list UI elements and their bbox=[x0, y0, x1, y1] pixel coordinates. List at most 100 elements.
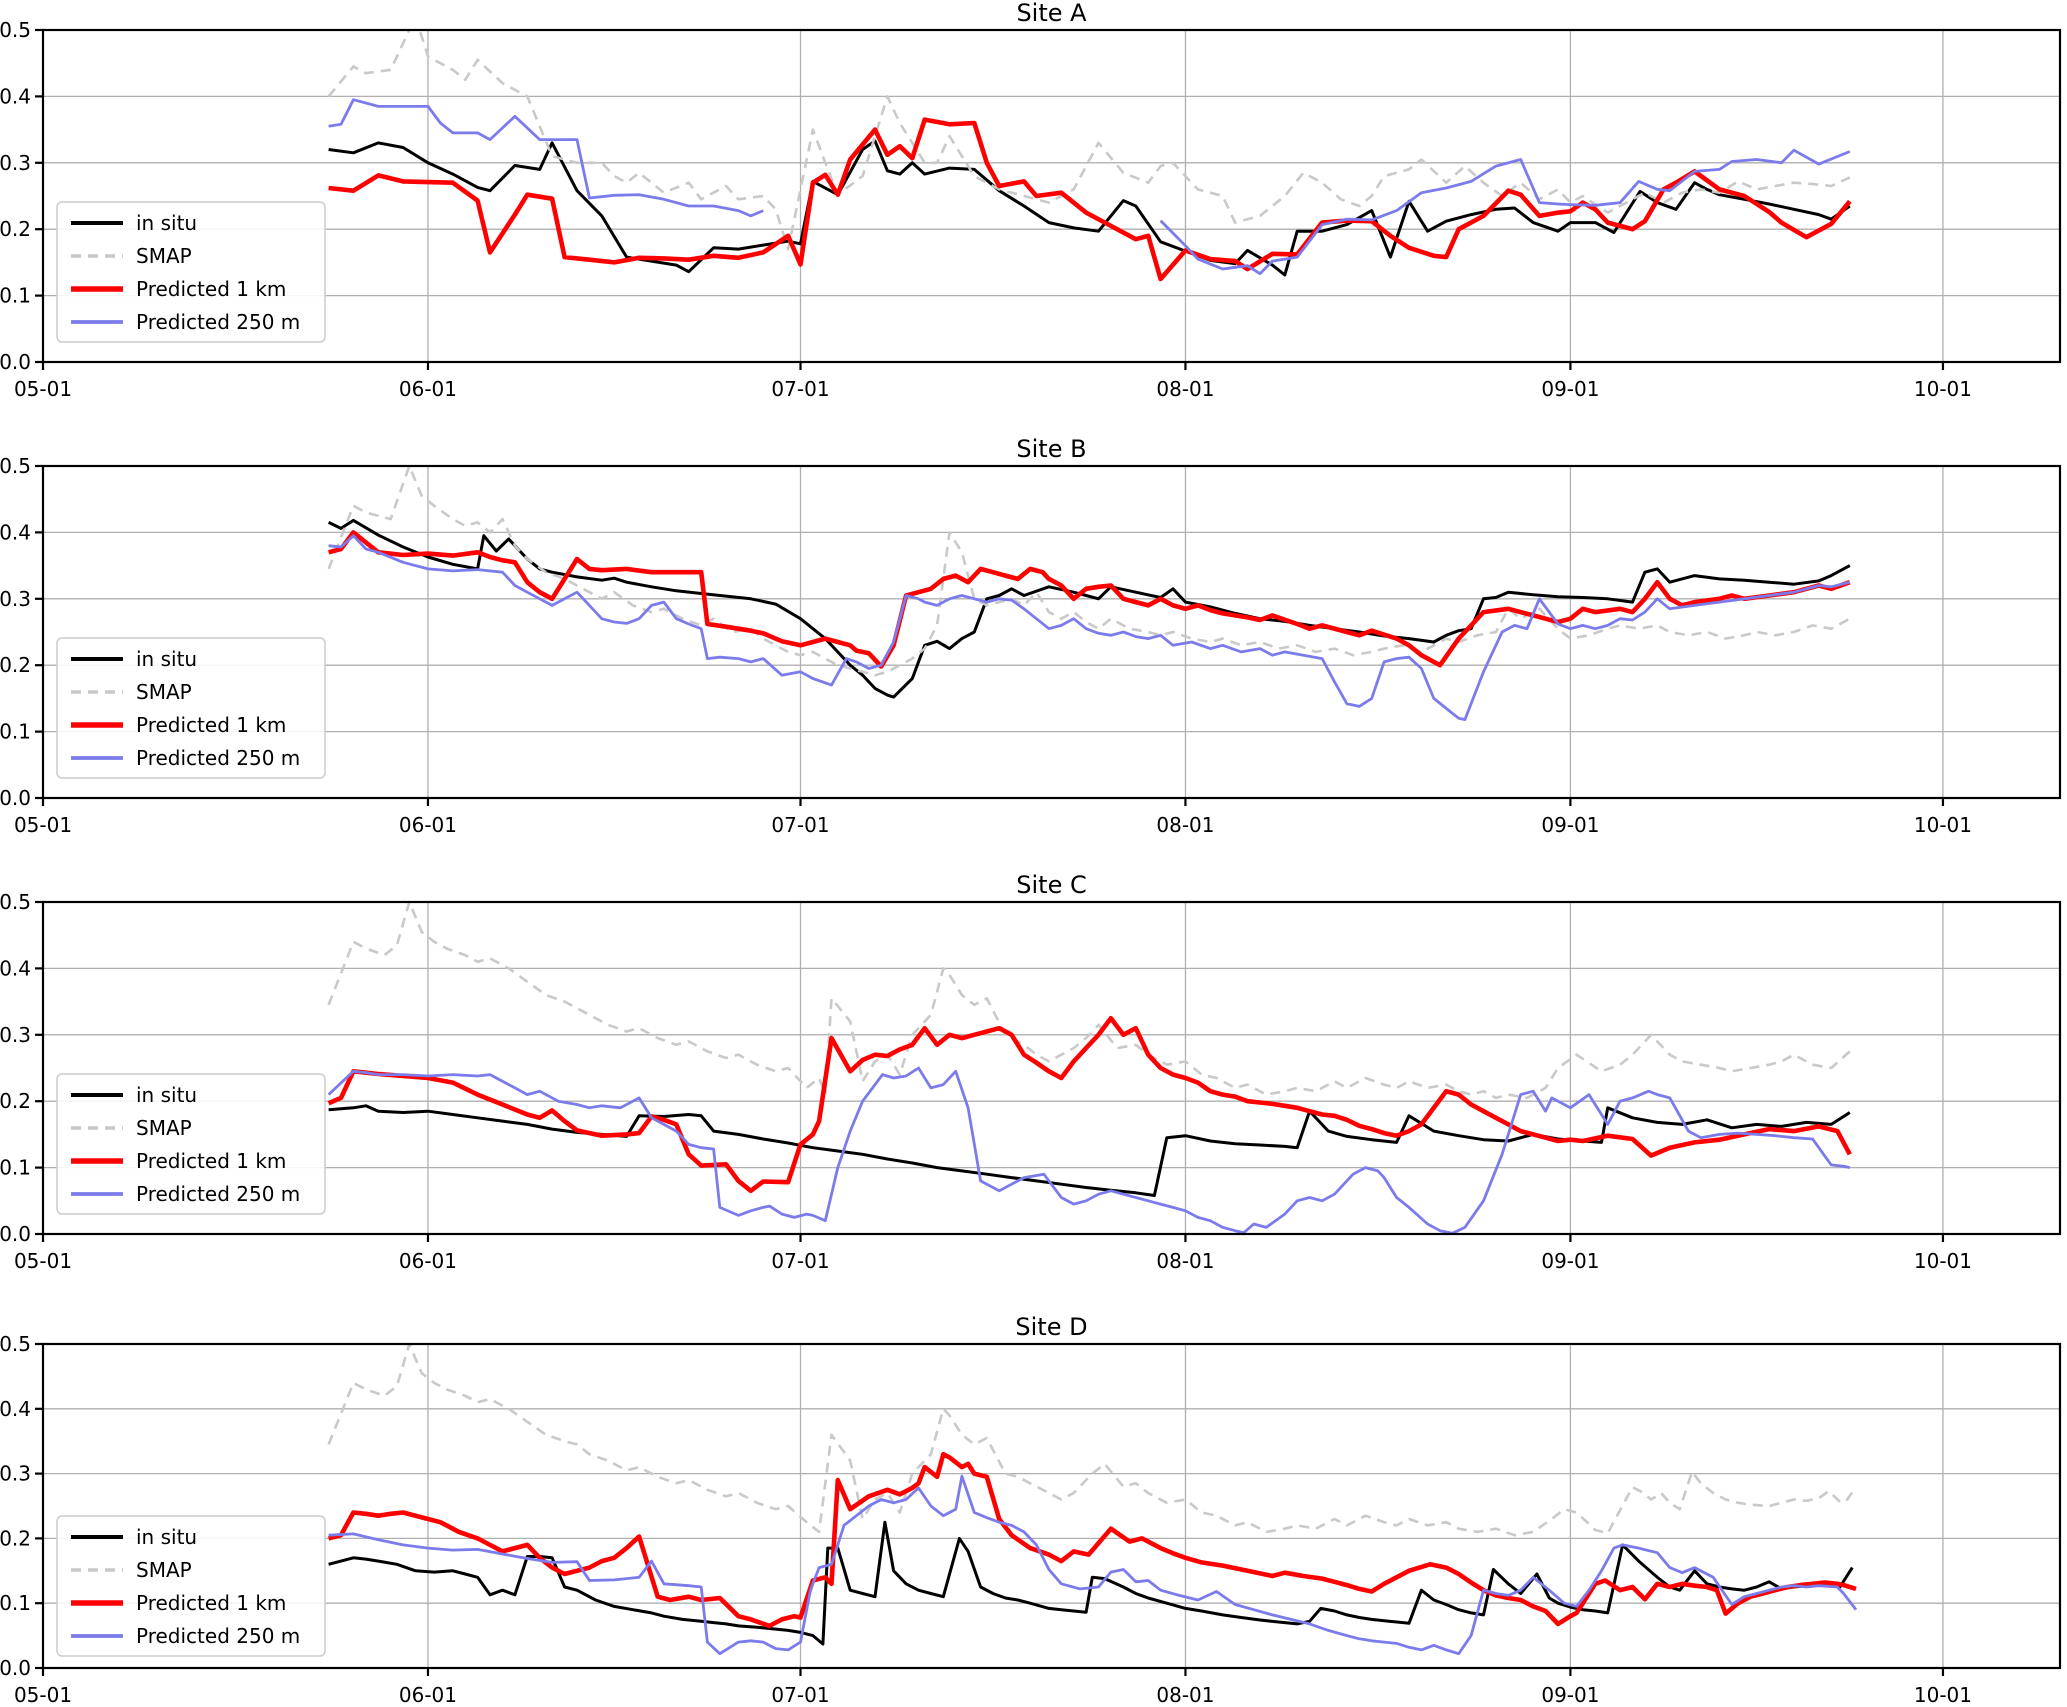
y-tick-label: 0.2 bbox=[0, 217, 31, 241]
legend-label: SMAP bbox=[136, 680, 192, 704]
series-line-smap bbox=[327, 902, 1851, 1100]
x-tick-label: 05-01 bbox=[14, 1683, 72, 1707]
x-tick-label: 08-01 bbox=[1156, 377, 1214, 401]
x-tick-label: 06-01 bbox=[399, 1683, 457, 1707]
x-tick-label: 09-01 bbox=[1541, 813, 1599, 837]
legend-box bbox=[56, 1073, 326, 1215]
x-tick-label: 05-01 bbox=[14, 377, 72, 401]
x-tick-label: 08-01 bbox=[1156, 1249, 1214, 1273]
y-tick-label: 0.1 bbox=[0, 720, 31, 744]
y-tick-label: 0.5 bbox=[0, 454, 31, 478]
series-line-predicted-1-km bbox=[328, 117, 1852, 282]
plot-border bbox=[41, 900, 2062, 1236]
series-line-predicted-250-m bbox=[328, 534, 1851, 721]
y-tick-label: 0.2 bbox=[0, 1526, 31, 1550]
panel-site-b: 05-01 06-01 07-01 08-01 09-01 10-01 0.0 0.1 0.2 0… bbox=[0, 435, 2062, 837]
y-tick-label: 0.4 bbox=[0, 956, 31, 980]
legend-label: Predicted 1 km bbox=[136, 1591, 286, 1615]
legend: in situ SMAP Predicted 1 km Predicted 250 m bbox=[56, 637, 326, 779]
x-tick-label: 06-01 bbox=[399, 1249, 457, 1273]
series-line-predicted-1-km bbox=[328, 530, 1851, 669]
y-tick-label: 0.5 bbox=[0, 1332, 31, 1356]
legend-label: Predicted 250 m bbox=[136, 1182, 300, 1206]
x-tick-label: 05-01 bbox=[14, 1249, 72, 1273]
y-tick-label: 0.1 bbox=[0, 1591, 31, 1615]
legend-label: Predicted 1 km bbox=[136, 713, 286, 737]
series-line-in-situ bbox=[328, 1104, 1851, 1197]
x-tick-label: 07-01 bbox=[771, 1249, 829, 1273]
series-line-predicted-1-km bbox=[328, 1451, 1857, 1629]
y-tick-label: 0.0 bbox=[0, 786, 31, 810]
legend-box bbox=[56, 1515, 326, 1657]
x-tick-label: 10-01 bbox=[1914, 813, 1972, 837]
legend-label: SMAP bbox=[136, 1558, 192, 1582]
legend-label: Predicted 1 km bbox=[136, 1149, 286, 1173]
plot-border bbox=[41, 1342, 2062, 1670]
legend-label: SMAP bbox=[136, 244, 192, 268]
x-tick-label: 08-01 bbox=[1156, 1683, 1214, 1707]
legend-label: in situ bbox=[136, 647, 197, 671]
legend-label: in situ bbox=[136, 211, 197, 235]
legend-label: in situ bbox=[136, 1525, 197, 1549]
panel-title: Site C bbox=[1016, 871, 1086, 899]
x-tick-label: 06-01 bbox=[399, 377, 457, 401]
x-tick-label: 09-01 bbox=[1541, 1683, 1599, 1707]
legend-box bbox=[56, 201, 326, 343]
series-line-predicted-1-km bbox=[327, 1015, 1852, 1194]
legend: in situ SMAP Predicted 1 km Predicted 250 m bbox=[56, 201, 326, 343]
x-tick-label: 07-01 bbox=[771, 1683, 829, 1707]
plot-border bbox=[41, 28, 2062, 364]
y-tick-label: 0.3 bbox=[0, 587, 31, 611]
legend-label: in situ bbox=[136, 1083, 197, 1107]
legend-label: Predicted 1 km bbox=[136, 277, 286, 301]
panel-title: Site D bbox=[1015, 1313, 1087, 1341]
y-tick-label: 0.4 bbox=[0, 84, 31, 108]
series-line-predicted-250-m bbox=[1159, 148, 1851, 276]
y-tick-label: 0.0 bbox=[0, 1656, 31, 1680]
legend-label: Predicted 250 m bbox=[136, 1624, 300, 1648]
y-tick-label: 0.3 bbox=[0, 151, 31, 175]
series-line-in-situ bbox=[328, 1520, 1854, 1646]
legend: in situ SMAP Predicted 1 km Predicted 250 m bbox=[56, 1073, 326, 1215]
panel-site-d: 05-01 06-01 07-01 08-01 09-01 10-01 0.0 0.1 0.2 0… bbox=[0, 1313, 2062, 1707]
series-line-predicted-250-m bbox=[327, 1066, 1851, 1234]
series-line-in-situ bbox=[328, 139, 1851, 277]
panel-site-a: 05-01 06-01 07-01 08-01 09-01 10-01 0.0 0.1 0.2 0… bbox=[0, 0, 2062, 401]
x-tick-label: 06-01 bbox=[399, 813, 457, 837]
series-line-smap bbox=[327, 466, 1851, 677]
x-tick-label: 07-01 bbox=[771, 377, 829, 401]
series-line-in-situ bbox=[327, 518, 1851, 699]
panel-site-c: 05-01 06-01 07-01 08-01 09-01 10-01 0.0 0.1 0.2 0… bbox=[0, 871, 2062, 1273]
x-tick-label: 10-01 bbox=[1914, 1683, 1972, 1707]
series-line-predicted-250-m bbox=[328, 1474, 1858, 1656]
legend-label: SMAP bbox=[136, 1116, 192, 1140]
y-tick-label: 0.4 bbox=[0, 520, 31, 544]
legend: in situ SMAP Predicted 1 km Predicted 250 m bbox=[56, 1515, 326, 1657]
x-tick-label: 09-01 bbox=[1541, 1249, 1599, 1273]
y-tick-label: 0.0 bbox=[0, 1222, 31, 1246]
panel-title: Site A bbox=[1016, 0, 1087, 27]
x-tick-label: 05-01 bbox=[14, 813, 72, 837]
y-tick-label: 0.1 bbox=[0, 284, 31, 308]
y-tick-label: 0.4 bbox=[0, 1397, 31, 1421]
x-tick-label: 07-01 bbox=[771, 813, 829, 837]
panel-title: Site B bbox=[1016, 435, 1086, 463]
series-line-predicted-250-m bbox=[328, 98, 764, 218]
x-tick-label: 10-01 bbox=[1914, 1249, 1972, 1273]
legend-label: Predicted 250 m bbox=[136, 746, 300, 770]
legend-box bbox=[56, 637, 326, 779]
y-tick-label: 0.2 bbox=[0, 1089, 31, 1113]
x-tick-label: 09-01 bbox=[1541, 377, 1599, 401]
y-tick-label: 0.0 bbox=[0, 350, 31, 374]
legend-label: Predicted 250 m bbox=[136, 310, 300, 334]
y-tick-label: 0.3 bbox=[0, 1023, 31, 1047]
x-tick-label: 08-01 bbox=[1156, 813, 1214, 837]
y-tick-label: 0.3 bbox=[0, 1462, 31, 1486]
y-tick-label: 0.5 bbox=[0, 890, 31, 914]
series-line-smap bbox=[327, 30, 1851, 251]
y-tick-label: 0.5 bbox=[0, 18, 31, 42]
plot-border bbox=[41, 464, 2062, 800]
x-tick-label: 10-01 bbox=[1914, 377, 1972, 401]
